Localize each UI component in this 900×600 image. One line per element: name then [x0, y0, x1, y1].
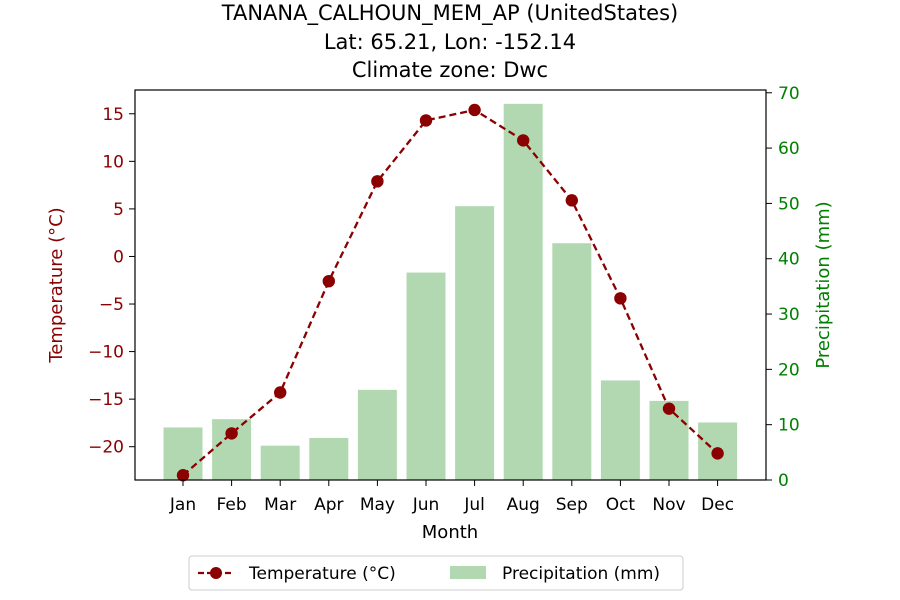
precipitation-bar-apr: [309, 437, 349, 480]
plot-frame: [134, 89, 767, 481]
temperature-tick-label: −20: [88, 438, 124, 458]
temperature-series: [176, 103, 724, 482]
chart-title-line-2: Lat: 65.21, Lon: -152.14: [324, 30, 576, 54]
temperature-axis: −20 −15 −10 −5 0 5 10 15: [88, 105, 135, 458]
precipitation-tick-label: 0: [778, 471, 789, 491]
precipitation-axis-label: Precipitation (mm): [813, 201, 834, 368]
precipitation-bar-jul: [455, 206, 495, 480]
month-tick-label: Apr: [314, 495, 343, 515]
precipitation-bar-oct: [600, 380, 640, 480]
temperature-point-feb: [225, 427, 238, 440]
temperature-point-nov: [662, 402, 676, 415]
temperature-axis-label: Temperature (°C): [46, 207, 67, 363]
temperature-point-aug: [517, 134, 530, 147]
legend-temperature-marker: [210, 567, 222, 579]
temperature-tick-label: 10: [102, 152, 124, 172]
precipitation-bar-mar: [260, 445, 300, 480]
month-axis-label: Month: [422, 522, 478, 543]
temperature-tick-label: 5: [113, 200, 124, 220]
precipitation-tick-label: 40: [778, 250, 800, 270]
temperature-tick-label: −15: [88, 390, 124, 410]
legend-precipitation-label: Precipitation (mm): [502, 564, 660, 584]
precipitation-bar-may: [357, 389, 397, 480]
temperature-point-apr: [322, 274, 335, 288]
temperature-tick-label: 15: [102, 105, 124, 125]
month-tick-label: Jul: [463, 495, 485, 515]
month-tick-label: Nov: [652, 495, 685, 515]
temperature-point-jul: [468, 103, 481, 117]
month-axis: Jan Feb Mar Apr May Jun Jul Aug Sep Oct Nov Dec: [169, 480, 734, 515]
month-tick-label: Oct: [606, 495, 636, 515]
month-tick-label: Jun: [412, 495, 440, 515]
precipitation-bar-aug: [503, 103, 543, 481]
temperature-line: [182, 108, 719, 477]
precipitation-tick-label: 50: [778, 194, 800, 214]
precipitation-bar-jun: [406, 272, 446, 480]
temperature-tick-label: 0: [113, 247, 124, 267]
chart-title-line-1: TANANA_CALHOUN_MEM_AP (UnitedStates): [221, 1, 678, 26]
precipitation-bar-sep: [552, 243, 592, 480]
temperature-point-jan: [176, 469, 190, 482]
precipitation-tick-label: 20: [778, 360, 800, 380]
precipitation-tick-label: 10: [778, 416, 800, 436]
legend-box: [188, 555, 684, 591]
month-tick-label: Feb: [217, 495, 247, 515]
temperature-tick-label: −5: [99, 295, 124, 315]
temperature-point-oct: [614, 292, 627, 305]
month-tick-label: Aug: [507, 495, 540, 515]
month-tick-label: May: [360, 495, 395, 515]
precipitation-tick-label: 70: [778, 84, 800, 104]
legend: Temperature (°C) Precipitation (mm): [188, 555, 684, 591]
temperature-point-mar: [274, 386, 287, 399]
precipitation-bars: [163, 103, 738, 481]
temperature-tick-label: −10: [88, 343, 124, 363]
chart-title-line-3: Climate zone: Dwc: [352, 58, 548, 82]
temperature-point-dec: [711, 447, 724, 460]
month-tick-label: Dec: [701, 495, 734, 515]
temperature-point-jun: [419, 114, 433, 127]
month-tick-label: Jan: [169, 495, 196, 515]
temperature-point-may: [371, 175, 384, 188]
month-tick-label: Mar: [264, 495, 296, 515]
precipitation-tick-label: 30: [778, 305, 800, 325]
temperature-point-sep: [565, 194, 578, 207]
precipitation-axis: 0 10 20 30 40 50 60 70: [766, 84, 800, 491]
legend-temperature-label: Temperature (°C): [248, 564, 396, 584]
precipitation-tick-label: 60: [778, 139, 800, 159]
legend-precipitation-swatch: [450, 566, 486, 579]
month-tick-label: Sep: [556, 495, 588, 515]
